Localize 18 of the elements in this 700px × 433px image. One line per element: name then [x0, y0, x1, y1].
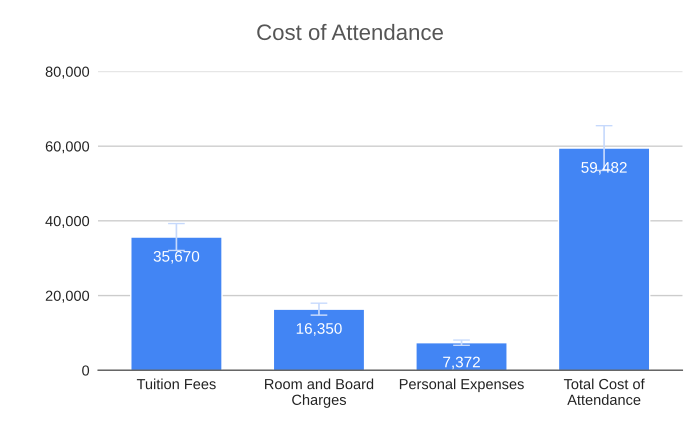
y-tick-label: 40,000 [45, 216, 90, 228]
data-label: 16,350 [296, 323, 342, 336]
y-tick-label: 0 [82, 365, 90, 376]
x-tick-label: Room and Board Charges [265, 378, 374, 408]
data-label: 7,372 [443, 356, 480, 370]
x-tick-label: Tuition Fees [136, 378, 216, 390]
y-tick-label: 80,000 [46, 66, 90, 79]
y-tick-label: 60,000 [46, 141, 90, 154]
y-tick-label: 20,000 [46, 290, 90, 303]
bar [415, 342, 508, 370]
x-tick-label: Personal Expenses [400, 378, 524, 392]
data-label: 59,482 [581, 162, 627, 175]
data-label: 35,670 [154, 250, 200, 264]
bar [272, 308, 366, 370]
x-tick-label: Total Cost of Attendance [564, 378, 645, 405]
bar [130, 236, 223, 370]
bar [558, 147, 650, 370]
chart-title: Cost of Attendance [257, 24, 443, 40]
